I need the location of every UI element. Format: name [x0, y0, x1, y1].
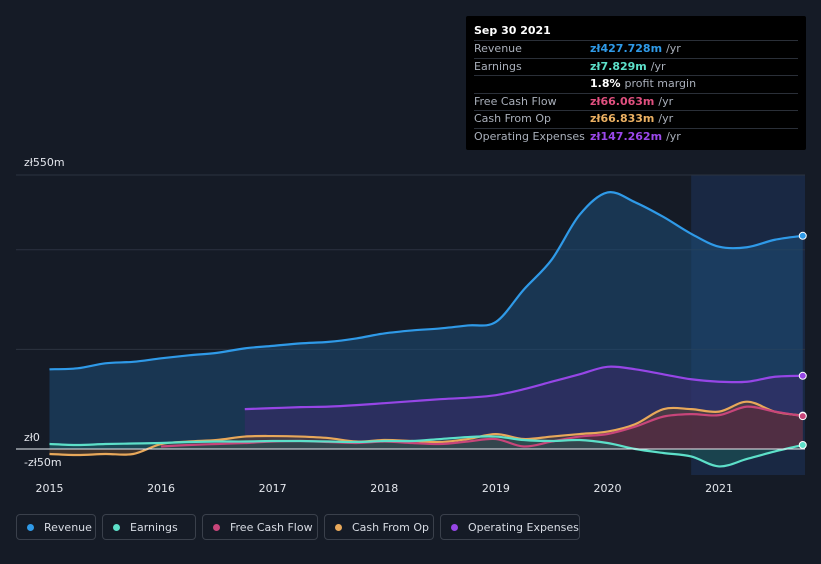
x-tick-label: 2019	[482, 482, 510, 495]
series-end-marker	[798, 441, 807, 450]
tooltip-row-earnings: Earnings zł7.829m /yr	[474, 59, 798, 76]
tooltip-unit: /yr	[658, 112, 674, 125]
legend-dot-icon	[27, 523, 34, 531]
legend-dot-icon	[213, 523, 220, 531]
tooltip-label: Free Cash Flow	[474, 94, 557, 108]
series-line-revenue	[49, 191, 803, 371]
tooltip-label: Revenue	[474, 42, 522, 55]
legend-item-revenue[interactable]: Revenue	[16, 514, 96, 540]
tooltip-label	[474, 76, 590, 93]
tooltip-label: Operating Expenses	[474, 129, 585, 143]
legend-item-earnings[interactable]: Earnings	[102, 514, 196, 540]
tooltip-unit: profit margin	[624, 77, 697, 90]
tooltip-panel: Sep 30 2021 Revenue zł427.728m /yr Earni…	[466, 16, 806, 150]
tooltip-value: zł147.262m	[590, 129, 663, 143]
tooltip-row-profit-margin: 1.8% profit margin	[474, 76, 798, 94]
series-area-free-cash-flow	[161, 406, 803, 449]
tooltip-label: Cash From Op	[474, 112, 552, 125]
legend-dot-icon	[335, 523, 342, 531]
tooltip-unit: /yr	[666, 129, 681, 143]
legend-item-operating-expenses[interactable]: Operating Expenses	[440, 514, 580, 540]
x-tick-label: 2016	[147, 482, 175, 495]
tooltip-value: zł66.833m	[590, 112, 655, 125]
tooltip-label: Earnings	[474, 59, 522, 73]
legend-label: Revenue	[44, 520, 92, 534]
tooltip-value: 1.8%	[590, 77, 621, 90]
x-tick-label: 2021	[705, 482, 733, 495]
x-tick-label: 2018	[370, 482, 398, 495]
tooltip-row-operating-expenses: Operating Expenses zł147.262m /yr	[474, 129, 798, 146]
legend-label: Cash From Op	[352, 520, 430, 534]
series-line-earnings	[49, 435, 804, 468]
x-tick-label: 2017	[259, 482, 287, 495]
y-tick-label: zł0	[24, 431, 40, 444]
tooltip-row-free-cash-flow: Free Cash Flow zł66.063m /yr	[474, 94, 798, 111]
y-tick-label: -zł50m	[24, 456, 62, 469]
legend-label: Earnings	[130, 520, 178, 534]
legend-dot-icon	[113, 523, 120, 531]
legend-label: Free Cash Flow	[230, 520, 313, 534]
series-end-marker	[798, 231, 807, 240]
series-line-operating-expenses	[244, 365, 803, 411]
tooltip-row-revenue: Revenue zł427.728m /yr	[474, 41, 798, 59]
tooltip-row-cash-from-op: Cash From Op zł66.833m /yr	[474, 111, 798, 129]
tooltip-value: zł427.728m	[590, 42, 663, 55]
tooltip-unit: /yr	[666, 42, 681, 55]
series-end-marker	[798, 412, 807, 421]
x-tick-label: 2015	[35, 482, 63, 495]
tooltip-unit: /yr	[650, 59, 666, 73]
tooltip-date: Sep 30 2021	[474, 24, 798, 41]
tooltip-unit: /yr	[658, 94, 674, 108]
tooltip-value: zł66.063m	[590, 94, 655, 108]
y-tick-label: zł550m	[24, 156, 65, 169]
x-tick-label: 2020	[593, 482, 621, 495]
legend-item-cash-from-op[interactable]: Cash From Op	[324, 514, 434, 540]
legend-item-free-cash-flow[interactable]: Free Cash Flow	[202, 514, 318, 540]
legend-dot-icon	[451, 523, 458, 531]
tooltip-value: zł7.829m	[590, 59, 647, 73]
legend-label: Operating Expenses	[468, 520, 579, 534]
series-end-marker	[798, 371, 807, 380]
